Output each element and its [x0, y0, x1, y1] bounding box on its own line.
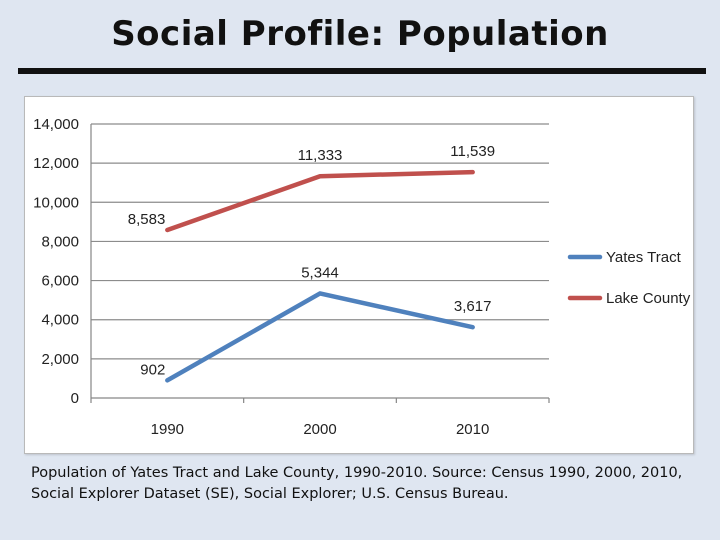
slide-title: Social Profile: Population [111, 14, 609, 54]
data-label: 5,344 [301, 264, 339, 281]
line-chart: 0 2,000 4,000 6,000 8,000 10,000 12,000 14,000 1… [33, 116, 691, 438]
y-tick-label: 8,000 [41, 233, 79, 250]
y-tick-label: 14,000 [33, 116, 79, 133]
y-tick-label: 2,000 [41, 351, 79, 368]
data-label: 11,539 [450, 143, 495, 160]
data-label: 902 [140, 361, 165, 378]
y-tick-label: 4,000 [41, 312, 79, 329]
y-tick-label: 0 [71, 390, 79, 407]
chart-frame: 0 2,000 4,000 6,000 8,000 10,000 12,000 14,000 1… [24, 96, 694, 454]
x-tick-label-2010: 2010 [456, 421, 489, 438]
legend-label: Yates Tract [606, 249, 682, 266]
y-tick-label: 6,000 [41, 273, 79, 290]
y-tick-label: 12,000 [33, 155, 79, 172]
x-tick-label-2000: 2000 [303, 421, 336, 438]
data-label: 8,583 [128, 211, 166, 228]
data-label: 3,617 [454, 298, 492, 315]
x-tick-label-1990: 1990 [151, 421, 184, 438]
series-line-lake-county [165, 169, 475, 233]
title-divider [18, 68, 706, 74]
series-line-yates-tract [165, 291, 475, 383]
legend-label: Lake County [606, 290, 691, 307]
chart-caption: Population of Yates Tract and Lake Count… [31, 465, 683, 502]
data-label: 11,333 [298, 147, 343, 164]
y-tick-label: 10,000 [33, 194, 79, 211]
